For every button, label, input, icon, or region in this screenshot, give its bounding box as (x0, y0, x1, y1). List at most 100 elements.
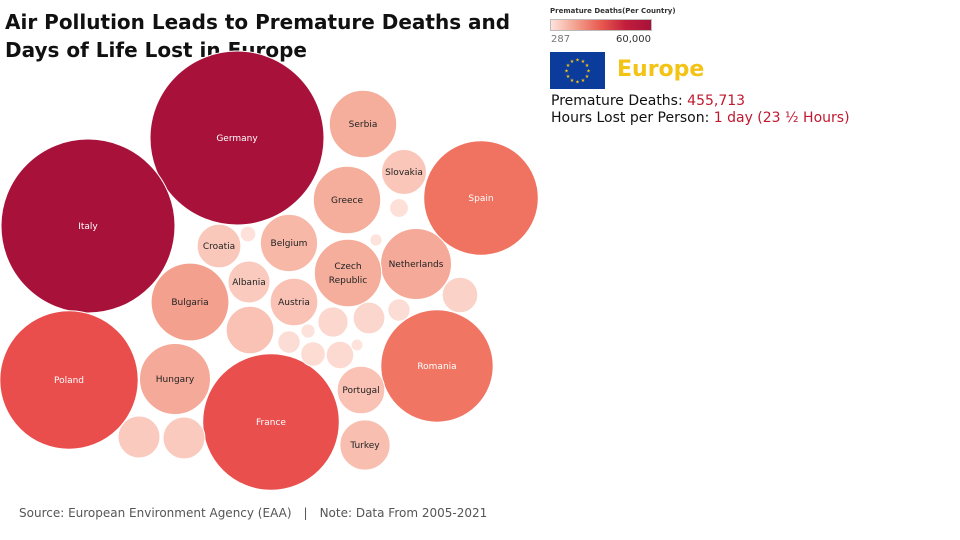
bubble-label: Serbia (349, 120, 378, 130)
bubble-circle[interactable] (202, 353, 340, 491)
bubble-belgium[interactable]: Belgium (259, 213, 319, 273)
flag-star-icon: ★ (570, 78, 575, 84)
eu-flag-icon: ★★★★★★★★★ ★ ★★ (550, 52, 605, 89)
hours-lost-label: Hours Lost per Person: (551, 110, 710, 126)
bubble-label: Austria (278, 298, 310, 308)
flag-star-icon: ★ (564, 69, 569, 75)
bubble-circle[interactable] (239, 225, 257, 243)
bubble-circle[interactable] (227, 260, 271, 304)
bubble-unlabeled-20[interactable] (117, 415, 161, 459)
color-legend: Premature Deaths(Per Country) 287 60,000 (550, 7, 680, 45)
bubble-romania[interactable]: Romania (380, 309, 494, 423)
bubble-germany[interactable]: Germany (149, 50, 325, 226)
footer: Source: European Environment Agency (EAA… (19, 506, 487, 520)
bubble-circle[interactable] (196, 223, 242, 269)
bubble-poland[interactable]: Poland (0, 310, 139, 450)
bubble-circle[interactable] (300, 341, 326, 367)
premature-deaths-label: Premature Deaths: (551, 93, 683, 109)
bubble-austria[interactable]: Austria (269, 277, 319, 327)
flag-star-icon: ★ (586, 69, 591, 75)
bubble-circle[interactable] (150, 262, 230, 342)
bubble-spain[interactable]: Spain (423, 140, 539, 256)
bubble-circle[interactable] (149, 50, 325, 226)
bubble-unlabeled-24[interactable] (317, 306, 349, 338)
bubble-circle[interactable] (0, 310, 139, 450)
bubble-unlabeled-30[interactable] (239, 225, 257, 243)
bubble-label: Czech (334, 262, 361, 272)
bubble-circle[interactable] (441, 276, 479, 314)
bubble-label: Germany (216, 134, 258, 144)
bubble-unlabeled-28[interactable] (277, 330, 301, 354)
flag-star-icon: ★ (566, 74, 571, 80)
bubble-france[interactable]: France (202, 353, 340, 491)
bubble-serbia[interactable]: Serbia (328, 89, 398, 159)
bubble-circle[interactable] (350, 338, 364, 352)
bubble-circle[interactable] (423, 140, 539, 256)
bubble-circle[interactable] (336, 365, 386, 415)
bubble-circle[interactable] (325, 340, 355, 370)
flag-star-icon: ★ (575, 58, 580, 64)
bubble-circle[interactable] (277, 330, 301, 354)
bubble-circle[interactable] (269, 277, 319, 327)
bubble-circle[interactable] (312, 165, 382, 235)
bubble-unlabeled-29[interactable] (389, 198, 409, 218)
bubble-unlabeled-26[interactable] (300, 341, 326, 367)
bubble-netherlands[interactable]: Netherlands (380, 228, 452, 300)
bubble-unlabeled-23[interactable] (352, 301, 386, 335)
bubble-circle[interactable] (259, 213, 319, 273)
bubble-unlabeled-22[interactable] (441, 276, 479, 314)
bubble-albania[interactable]: Albania (227, 260, 271, 304)
bubble-label: Turkey (349, 441, 380, 451)
flag-star-icon: ★ (581, 59, 586, 65)
legend-max-label: 60,000 (616, 34, 651, 45)
bubble-circle[interactable] (352, 301, 386, 335)
footer-separator: | (303, 506, 308, 520)
footer-note: Note: Data From 2005-2021 (319, 506, 488, 520)
bubble-czech-republic[interactable]: Czech Republic (313, 238, 383, 308)
region-name: Europe (617, 57, 705, 82)
legend-title: Premature Deaths(Per Country) (550, 7, 676, 15)
bubble-turkey[interactable]: Turkey (339, 419, 391, 471)
bubble-circle[interactable] (389, 198, 409, 218)
bubble-unlabeled-19[interactable] (225, 305, 275, 355)
bubble-circle[interactable] (317, 306, 349, 338)
bubble-label: France (256, 418, 286, 428)
hours-lost-stat: Hours Lost per Person: 1 day (23 ½ Hours… (551, 110, 850, 126)
bubble-unlabeled-25[interactable] (325, 340, 355, 370)
chart-title: Air Pollution Leads to Premature Deaths … (5, 10, 511, 62)
bubble-circle[interactable] (225, 305, 275, 355)
flag-background (550, 52, 605, 89)
bubble-portugal[interactable]: Portugal (336, 365, 386, 415)
premature-deaths-stat: Premature Deaths: 455,713 (551, 93, 745, 109)
bubble-circle[interactable] (339, 419, 391, 471)
bubble-hungary[interactable]: Hungary (139, 343, 211, 415)
bubble-label: Netherlands (389, 260, 444, 270)
bubble-label: Croatia (203, 242, 235, 252)
bubble-circle[interactable] (162, 416, 206, 460)
bubble-italy[interactable]: Italy (0, 138, 176, 314)
premature-deaths-value: 455,713 (687, 93, 746, 109)
bubble-circle[interactable] (139, 343, 211, 415)
bubble-label: Poland (54, 376, 84, 386)
bubble-label: Bulgaria (171, 298, 208, 308)
bubble-croatia[interactable]: Croatia (196, 223, 242, 269)
bubble-circle[interactable] (369, 233, 383, 247)
bubble-circle[interactable] (380, 309, 494, 423)
bubble-circle[interactable] (381, 149, 427, 195)
bubble-circle[interactable] (313, 238, 383, 308)
flag-star-icon: ★ (585, 74, 590, 80)
bubble-unlabeled-27[interactable] (387, 298, 411, 322)
bubble-slovakia[interactable]: Slovakia (381, 149, 427, 195)
bubble-unlabeled-21[interactable] (162, 416, 206, 460)
bubble-unlabeled-31[interactable] (300, 323, 316, 339)
bubble-unlabeled-33[interactable] (350, 338, 364, 352)
bubble-circle[interactable] (387, 298, 411, 322)
bubble-circle[interactable] (300, 323, 316, 339)
bubble-bulgaria[interactable]: Bulgaria (150, 262, 230, 342)
bubble-greece[interactable]: Greece (312, 165, 382, 235)
legend-gradient-bar (550, 19, 652, 31)
bubble-circle[interactable] (117, 415, 161, 459)
bubble-unlabeled-32[interactable] (369, 233, 383, 247)
flag-star-icon: ★ (566, 63, 571, 69)
bubble-circle[interactable] (328, 89, 398, 159)
